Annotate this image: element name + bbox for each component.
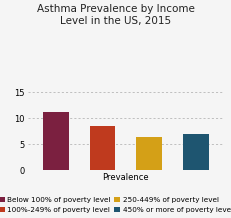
X-axis label: Prevalence: Prevalence — [103, 173, 149, 182]
Text: Asthma Prevalence by Income
Level in the US, 2015: Asthma Prevalence by Income Level in the… — [36, 4, 195, 26]
Legend: Below 100% of poverty level, 100%-249% of poverty level, 250-449% of poverty lev: Below 100% of poverty level, 100%-249% o… — [0, 196, 231, 214]
Bar — [90, 126, 115, 170]
Bar — [137, 137, 162, 170]
Bar — [43, 112, 69, 170]
Bar — [183, 134, 209, 170]
